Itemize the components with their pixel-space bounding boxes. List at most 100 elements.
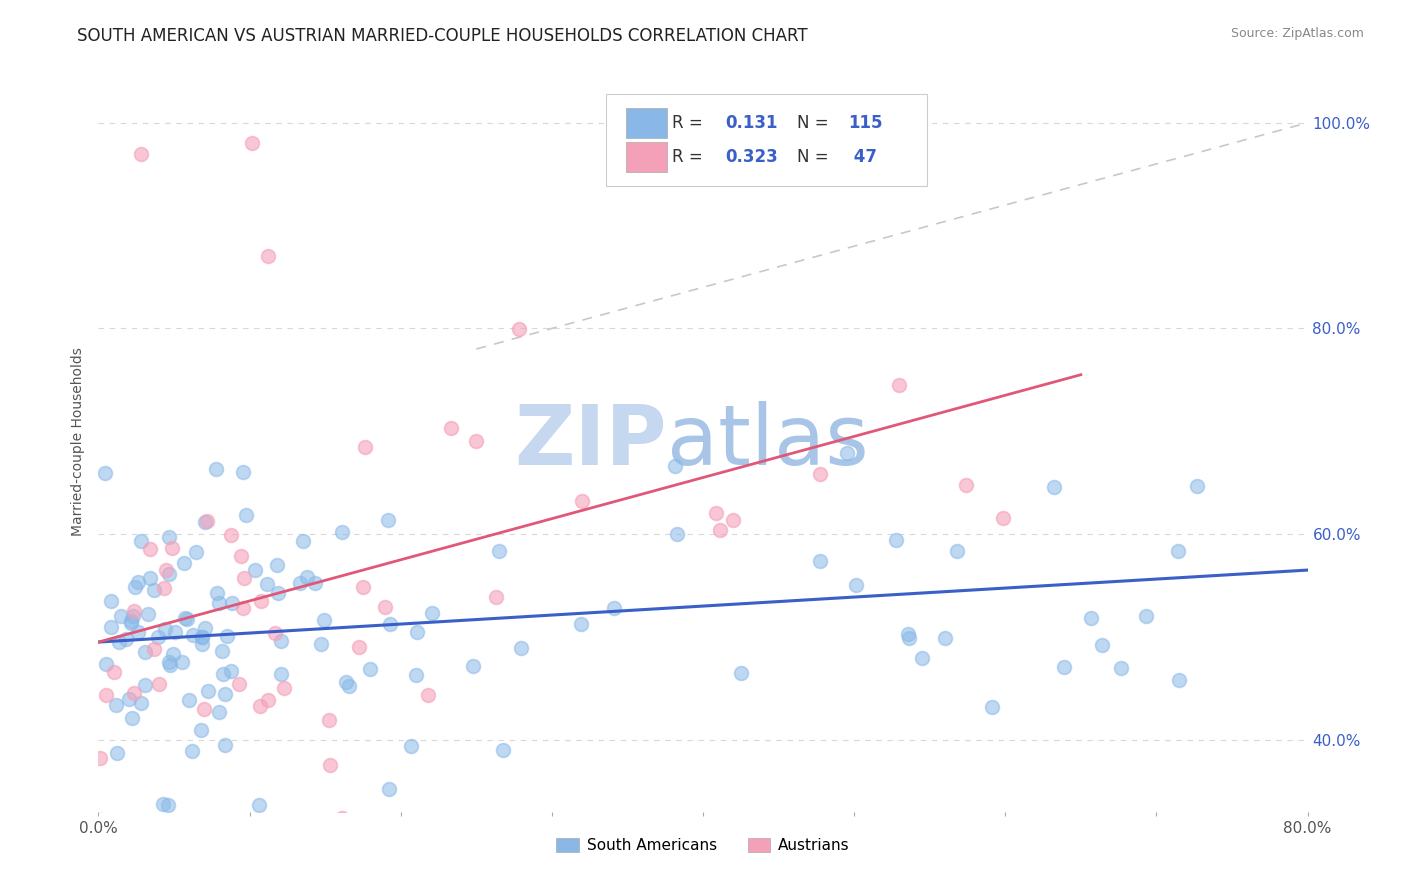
Point [1135, 608, 1157, 623]
Point [139, 571, 162, 585]
Point [1053, 660, 1076, 674]
Point [208, 705, 231, 719]
Point [266, 558, 288, 573]
Point [142, 641, 165, 656]
Point [571, 493, 593, 508]
Point [264, 625, 287, 640]
Point [319, 757, 342, 772]
Point [162, 541, 184, 556]
Point [163, 624, 186, 639]
Point [704, 506, 727, 520]
Point [1091, 638, 1114, 652]
Point [730, 666, 752, 681]
Point [152, 797, 174, 812]
Point [664, 459, 686, 474]
Point [148, 677, 170, 691]
Point [270, 634, 292, 648]
Point [270, 667, 292, 681]
Point [124, 604, 146, 618]
Point [127, 575, 149, 590]
Point [152, 581, 174, 595]
Point [377, 513, 399, 527]
Point [378, 781, 401, 796]
Point [508, 321, 530, 335]
Point [884, 533, 907, 547]
Point [124, 685, 146, 699]
Point [157, 567, 180, 582]
Point [142, 583, 165, 598]
Point [148, 630, 170, 644]
Point [232, 601, 254, 615]
Point [173, 556, 195, 570]
Point [330, 811, 353, 825]
Point [94, 688, 117, 702]
Point [946, 544, 969, 558]
Point [1042, 480, 1064, 494]
Point [131, 696, 153, 710]
Point [219, 528, 242, 542]
Point [205, 586, 228, 600]
Point [808, 554, 831, 568]
Point [124, 580, 146, 594]
Text: Source: ZipAtlas.com: Source: ZipAtlas.com [1230, 27, 1364, 40]
Point [1167, 673, 1189, 687]
Point [191, 630, 214, 644]
Point [510, 640, 533, 655]
Point [193, 702, 215, 716]
Point [359, 662, 381, 676]
Point [291, 533, 314, 548]
Point [194, 515, 217, 529]
FancyBboxPatch shape [626, 108, 666, 137]
Point [121, 711, 143, 725]
Point [120, 615, 142, 630]
Point [347, 640, 370, 655]
Point [256, 693, 278, 707]
Point [162, 648, 184, 662]
Point [177, 693, 200, 707]
Point [709, 523, 731, 537]
Point [100, 594, 122, 608]
Point [127, 625, 149, 640]
Point [897, 627, 920, 641]
Text: SOUTH AMERICAN VS AUSTRIAN MARRIED-COUPLE HOUSEHOLDS CORRELATION CHART: SOUTH AMERICAN VS AUSTRIAN MARRIED-COUPL… [77, 27, 808, 45]
Point [172, 655, 194, 669]
Point [190, 637, 212, 651]
Point [835, 446, 858, 460]
Point [103, 665, 125, 679]
Point [934, 631, 956, 645]
Point [267, 586, 290, 600]
Point [118, 692, 141, 706]
Point [603, 600, 626, 615]
Point [194, 621, 217, 635]
Point [1109, 661, 1132, 675]
Point [485, 590, 508, 604]
Point [197, 684, 219, 698]
Text: 115: 115 [848, 114, 883, 132]
Text: ZIP: ZIP [515, 401, 666, 482]
Point [330, 525, 353, 540]
Point [195, 514, 218, 528]
Text: atlas: atlas [666, 401, 869, 482]
Point [488, 544, 510, 558]
Point [235, 508, 257, 522]
Text: N =: N = [797, 148, 830, 166]
Point [256, 577, 278, 591]
Point [105, 746, 128, 760]
Point [314, 613, 336, 627]
Point [93, 466, 115, 480]
Point [808, 467, 831, 482]
Point [304, 576, 326, 591]
Point [249, 699, 271, 714]
Point [889, 378, 911, 392]
Point [212, 666, 235, 681]
Point [721, 513, 744, 527]
Point [159, 658, 181, 673]
Point [378, 617, 401, 632]
Point [96, 657, 118, 671]
Point [115, 632, 138, 647]
Point [138, 607, 160, 621]
Legend: South Americans, Austrians: South Americans, Austrians [550, 832, 856, 860]
Point [221, 596, 243, 610]
Point [354, 441, 377, 455]
Point [980, 700, 1002, 714]
